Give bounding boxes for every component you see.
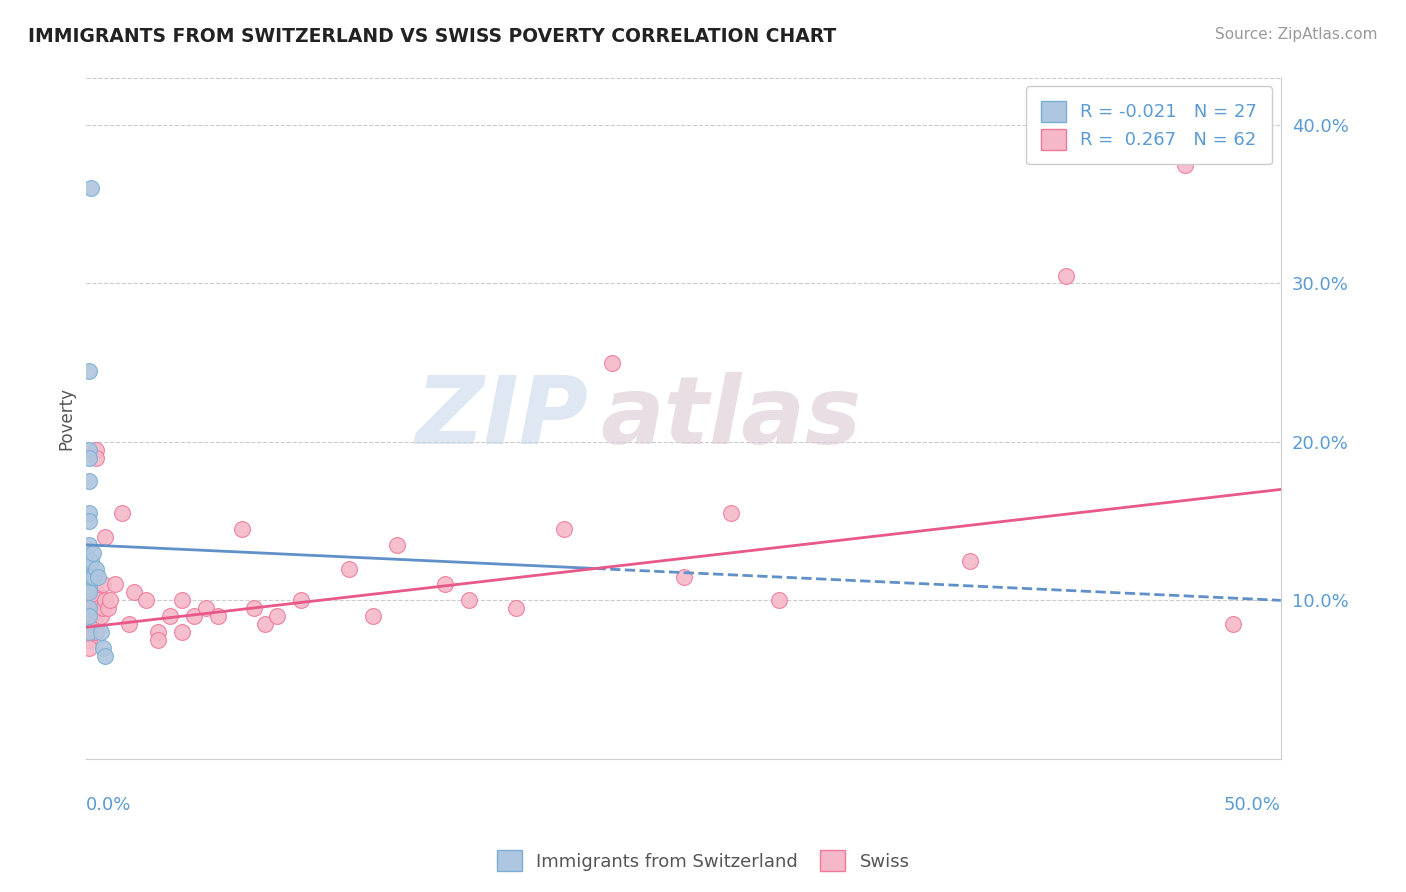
Point bbox=[77, 625, 100, 640]
Point bbox=[98, 593, 121, 607]
Point bbox=[457, 593, 479, 607]
Point bbox=[77, 632, 100, 647]
Text: IMMIGRANTS FROM SWITZERLAND VS SWISS POVERTY CORRELATION CHART: IMMIGRANTS FROM SWITZERLAND VS SWISS POV… bbox=[28, 27, 837, 45]
Point bbox=[77, 625, 100, 640]
Point bbox=[337, 561, 360, 575]
Text: ZIP: ZIP bbox=[415, 372, 588, 464]
Point bbox=[80, 617, 103, 632]
Point bbox=[553, 522, 575, 536]
Point bbox=[361, 609, 384, 624]
Point bbox=[90, 609, 112, 624]
Point bbox=[77, 561, 100, 575]
Point bbox=[1054, 268, 1077, 283]
Point bbox=[82, 546, 104, 560]
Point bbox=[77, 565, 100, 579]
Text: Source: ZipAtlas.com: Source: ZipAtlas.com bbox=[1215, 27, 1378, 42]
Point bbox=[87, 569, 110, 583]
Point bbox=[959, 554, 981, 568]
Point bbox=[90, 625, 112, 640]
Point bbox=[231, 522, 253, 536]
Point bbox=[82, 593, 104, 607]
Point bbox=[146, 632, 169, 647]
Point bbox=[600, 356, 623, 370]
Point bbox=[84, 450, 107, 465]
Point bbox=[672, 569, 695, 583]
Point bbox=[135, 593, 157, 607]
Point bbox=[170, 593, 193, 607]
Point bbox=[87, 593, 110, 607]
Point bbox=[1174, 158, 1197, 172]
Point bbox=[122, 585, 145, 599]
Point bbox=[77, 601, 100, 615]
Point bbox=[77, 574, 100, 589]
Point bbox=[80, 577, 103, 591]
Point bbox=[80, 181, 103, 195]
Point bbox=[77, 640, 100, 655]
Point bbox=[84, 617, 107, 632]
Point bbox=[77, 617, 100, 632]
Point bbox=[254, 617, 277, 632]
Point bbox=[77, 538, 100, 552]
Point bbox=[80, 554, 103, 568]
Point bbox=[82, 625, 104, 640]
Legend: R = -0.021   N = 27, R =  0.267   N = 62: R = -0.021 N = 27, R = 0.267 N = 62 bbox=[1026, 87, 1272, 164]
Point bbox=[77, 450, 100, 465]
Point bbox=[77, 554, 100, 568]
Point bbox=[91, 577, 114, 591]
Point bbox=[266, 609, 288, 624]
Point bbox=[84, 585, 107, 599]
Point bbox=[170, 625, 193, 640]
Point bbox=[77, 363, 100, 377]
Point bbox=[82, 569, 104, 583]
Point bbox=[77, 585, 100, 599]
Point bbox=[77, 506, 100, 520]
Point bbox=[118, 617, 141, 632]
Point bbox=[80, 593, 103, 607]
Point bbox=[84, 561, 107, 575]
Point bbox=[84, 442, 107, 457]
Legend: Immigrants from Switzerland, Swiss: Immigrants from Switzerland, Swiss bbox=[489, 843, 917, 879]
Y-axis label: Poverty: Poverty bbox=[58, 386, 75, 450]
Point bbox=[111, 506, 134, 520]
Point bbox=[207, 609, 229, 624]
Point bbox=[80, 601, 103, 615]
Point bbox=[146, 625, 169, 640]
Point bbox=[77, 609, 100, 624]
Point bbox=[97, 601, 120, 615]
Point bbox=[77, 609, 100, 624]
Point bbox=[159, 609, 181, 624]
Point bbox=[77, 569, 100, 583]
Point bbox=[183, 609, 205, 624]
Point bbox=[433, 577, 456, 591]
Point bbox=[77, 601, 100, 615]
Point bbox=[94, 593, 117, 607]
Point bbox=[94, 530, 117, 544]
Point bbox=[77, 581, 100, 595]
Point bbox=[87, 601, 110, 615]
Point bbox=[77, 514, 100, 528]
Text: 0.0%: 0.0% bbox=[86, 797, 132, 814]
Point bbox=[768, 593, 790, 607]
Point bbox=[82, 609, 104, 624]
Text: atlas: atlas bbox=[600, 372, 862, 464]
Point bbox=[77, 442, 100, 457]
Point bbox=[77, 475, 100, 489]
Point bbox=[104, 577, 127, 591]
Point bbox=[290, 593, 312, 607]
Text: 50.0%: 50.0% bbox=[1225, 797, 1281, 814]
Point bbox=[242, 601, 264, 615]
Point bbox=[194, 601, 217, 615]
Point bbox=[84, 625, 107, 640]
Point bbox=[94, 648, 117, 663]
Point bbox=[80, 569, 103, 583]
Point bbox=[84, 601, 107, 615]
Point bbox=[91, 601, 114, 615]
Point bbox=[82, 577, 104, 591]
Point bbox=[385, 538, 408, 552]
Point bbox=[505, 601, 527, 615]
Point bbox=[91, 640, 114, 655]
Point bbox=[720, 506, 742, 520]
Point bbox=[1222, 617, 1244, 632]
